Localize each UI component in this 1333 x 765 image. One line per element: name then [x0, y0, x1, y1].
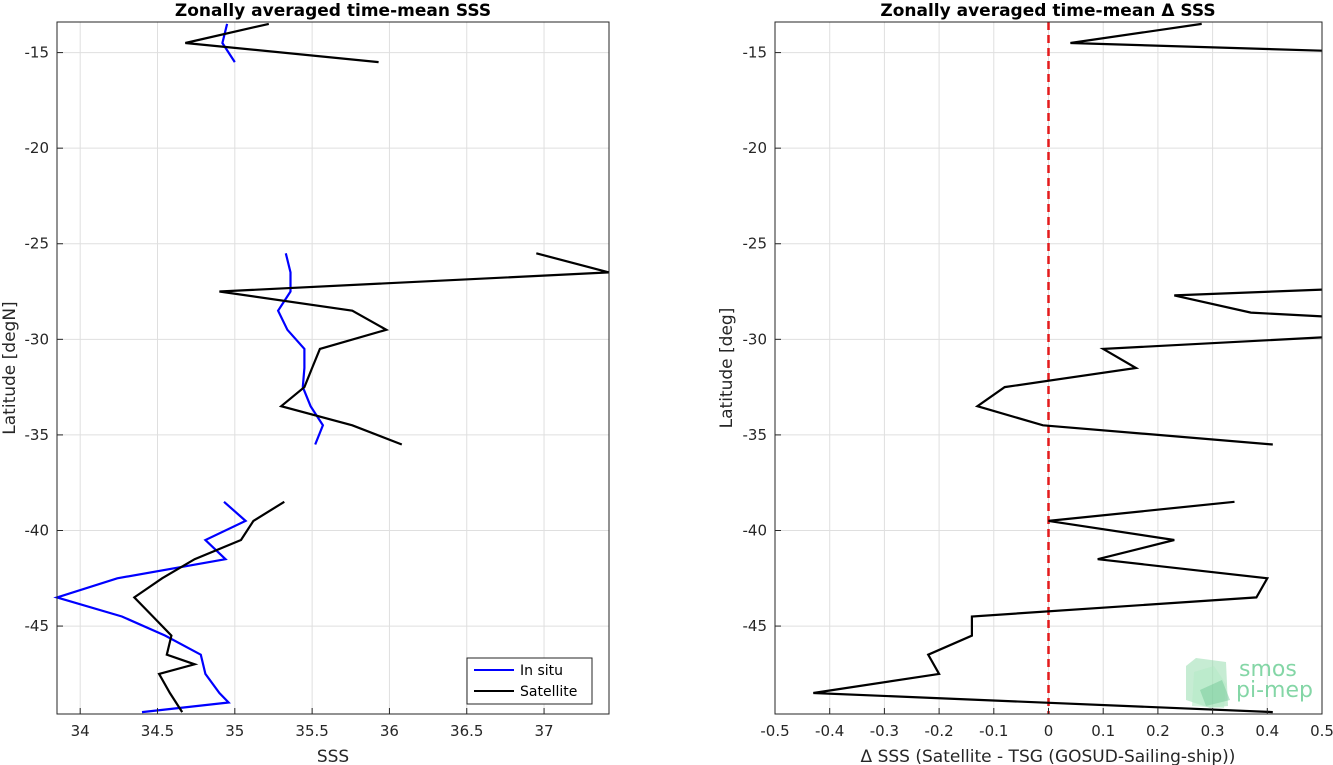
left-x-tick-label: 36	[380, 722, 399, 740]
right-series	[813, 22, 1323, 714]
right-y-tick-label: -35	[743, 426, 768, 444]
left-y-tick-label: -15	[25, 44, 50, 62]
legend-box	[466, 657, 593, 705]
left-x-tick-label: 36.5	[450, 722, 483, 740]
left-x-tick-label: 34	[71, 722, 90, 740]
logo-line-1: smos	[1239, 657, 1297, 682]
right-x-tick-label: 0.4	[1255, 722, 1279, 740]
right-y-tick-label: -40	[743, 521, 768, 539]
right-x-tick-label: 0.5	[1310, 722, 1333, 740]
left-x-tick-label: 35	[225, 722, 244, 740]
left-x-tick-label: 37	[535, 722, 554, 740]
right-series-line-series-0	[1174, 288, 1323, 318]
left-y-tick-label: -40	[25, 521, 50, 539]
left-grid	[57, 22, 609, 714]
left-series-line-in-situ	[221, 23, 236, 63]
right-x-tick-label: 0.2	[1146, 722, 1170, 740]
left-series	[53, 22, 610, 714]
right-series-line-series-0	[813, 500, 1273, 714]
right-y-tick-label: -45	[743, 617, 768, 635]
right-x-tick-label: -0.5	[760, 722, 789, 740]
left-chart: 34 34.5 35 35.5 36 36.5 37 -15 -20 -25 -30 -35 -40 -4…	[0, 1, 610, 765]
left-plot-frame	[56, 21, 610, 715]
left-x-tick-label: 34.5	[141, 722, 174, 740]
left-y-tick-label: -20	[25, 139, 50, 157]
left-series-line-satellite	[219, 252, 610, 446]
left-y-tick-label: -25	[25, 235, 50, 253]
right-y-axis-label: Latitude [deg]	[717, 308, 737, 429]
right-x-tick-label: 0	[1044, 722, 1054, 740]
right-chart: -0.5 -0.4 -0.3 -0.2 -0.1 0 0.1 0.2 0.3 0.4 0.5 -15 -…	[717, 1, 1333, 765]
left-plot-area	[57, 22, 609, 714]
left-y-tick-label: -30	[25, 330, 50, 348]
left-series-line-in-situ	[276, 253, 325, 445]
left-series-line-satellite	[185, 22, 379, 64]
right-chart-title: Zonally averaged time-mean Δ SSS	[880, 1, 1215, 21]
left-y-tick-label: -35	[25, 426, 50, 444]
right-x-tick-label: -0.4	[815, 722, 844, 740]
right-series-line-series-0	[974, 336, 1323, 446]
left-ticks: 34 34.5 35 35.5 36 36.5 37 -15 -20 -25 -30 -35 -40 -4…	[25, 44, 554, 740]
right-x-tick-label: -0.2	[924, 722, 953, 740]
left-y-axis-label: Latitude [degN]	[0, 301, 20, 434]
right-x-tick-label: -0.1	[979, 722, 1008, 740]
left-series-line-satellite	[132, 500, 285, 713]
right-y-tick-label: -30	[743, 330, 768, 348]
left-chart-title: Zonally averaged time-mean SSS	[175, 1, 491, 21]
legend: In situ Satellite	[466, 657, 593, 705]
smos-pi-mep-logo: smos pi-mep	[1186, 657, 1313, 708]
left-x-axis-label: SSS	[317, 747, 349, 765]
legend-label-satellite: Satellite	[520, 684, 577, 700]
right-x-axis-label: Δ SSS (Satellite - TSG (GOSUD-Sailing-sh…	[861, 747, 1236, 765]
left-y-tick-label: -45	[25, 617, 50, 635]
logo-line-2: pi-mep	[1236, 678, 1313, 703]
right-x-tick-label: 0.1	[1091, 722, 1115, 740]
right-series-line-series-0	[1070, 22, 1323, 52]
left-x-tick-label: 35.5	[295, 722, 328, 740]
legend-label-in-situ: In situ	[520, 663, 563, 679]
right-y-tick-label: -25	[743, 235, 768, 253]
right-x-tick-label: 0.3	[1201, 722, 1225, 740]
left-series-line-in-situ	[53, 500, 248, 714]
right-ticks: -0.5 -0.4 -0.3 -0.2 -0.1 0 0.1 0.2 0.3 0.4 0.5 -15 -…	[743, 44, 1333, 740]
right-y-tick-label: -20	[743, 139, 768, 157]
right-x-tick-label: -0.3	[870, 722, 899, 740]
right-y-tick-label: -15	[743, 44, 768, 62]
